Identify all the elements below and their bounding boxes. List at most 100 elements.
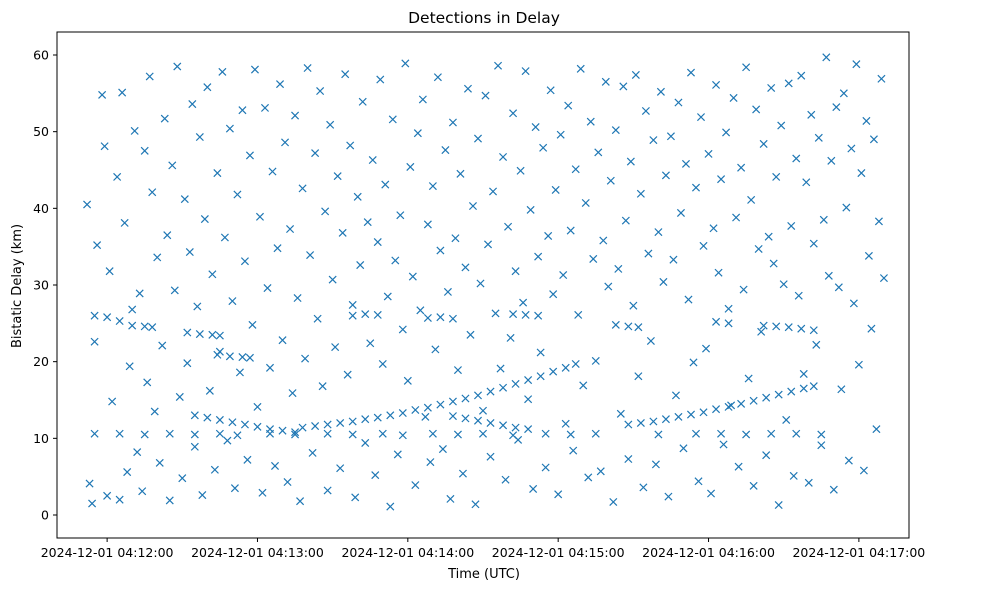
data-point-x-marker <box>649 136 658 145</box>
data-point-x-marker <box>291 111 300 120</box>
data-point-x-marker <box>466 330 475 339</box>
data-point-x-marker <box>491 309 500 318</box>
data-point-x-marker <box>561 363 570 372</box>
data-point-x-marker <box>559 271 568 280</box>
data-point-x-marker <box>240 420 249 429</box>
data-point-x-marker <box>792 429 801 438</box>
data-point-x-marker <box>707 489 716 498</box>
data-point-x-marker <box>524 376 533 385</box>
data-point-x-marker <box>163 231 172 240</box>
data-point-x-marker <box>499 152 508 161</box>
data-point-x-marker <box>323 429 332 438</box>
data-point-x-marker <box>351 493 360 502</box>
data-point-x-marker <box>198 491 207 500</box>
y-tick-label: 30 <box>33 278 49 293</box>
data-point-x-marker <box>423 220 432 229</box>
data-point-x-marker <box>782 415 791 424</box>
data-point-x-marker <box>193 302 202 311</box>
data-point-x-marker <box>333 172 342 181</box>
data-point-x-marker <box>263 284 272 293</box>
data-point-x-marker <box>737 163 746 172</box>
data-point-x-marker <box>772 172 781 181</box>
data-point-x-marker <box>223 436 232 445</box>
data-point-x-marker <box>448 118 457 127</box>
data-point-x-marker <box>265 429 275 438</box>
data-point-x-marker <box>230 484 239 493</box>
data-point-x-marker <box>554 490 563 499</box>
data-point-x-marker <box>616 409 625 418</box>
series-track-flat-9 <box>759 321 818 335</box>
data-point-x-marker <box>591 429 600 438</box>
data-point-x-marker <box>398 431 407 440</box>
data-point-x-marker <box>281 138 290 147</box>
data-point-x-marker <box>659 277 668 286</box>
data-point-x-marker <box>787 387 796 396</box>
data-point-x-marker <box>531 123 540 132</box>
data-point-x-marker <box>98 90 107 99</box>
data-point-x-marker <box>501 475 510 484</box>
data-point-x-marker <box>486 418 495 428</box>
data-point-x-marker <box>371 471 380 480</box>
data-point-x-marker <box>619 82 628 91</box>
data-point-x-marker <box>534 252 543 261</box>
data-point-x-marker <box>398 325 407 334</box>
data-point-x-marker <box>278 426 287 435</box>
data-point-x-marker <box>468 202 478 211</box>
data-point-x-marker <box>258 488 267 497</box>
data-point-x-marker <box>784 323 793 332</box>
data-point-x-marker <box>624 420 633 429</box>
data-point-x-marker <box>273 244 282 253</box>
data-point-x-marker <box>524 425 533 434</box>
data-point-x-marker <box>639 483 648 492</box>
data-point-x-marker <box>265 363 275 372</box>
data-point-x-marker <box>291 428 300 437</box>
data-point-x-marker <box>684 295 693 304</box>
data-point-x-marker <box>373 413 382 422</box>
data-point-x-marker <box>799 384 808 393</box>
series-track-flat-5 <box>423 313 457 323</box>
x-tick-label: 2024-12-01 04:13:00 <box>191 545 324 560</box>
data-point-x-marker <box>483 240 493 249</box>
data-point-x-marker <box>634 372 643 381</box>
data-point-x-marker <box>463 84 472 93</box>
data-point-x-marker <box>103 491 112 500</box>
data-point-x-marker <box>752 105 761 114</box>
data-point-x-marker <box>604 282 613 291</box>
data-point-x-marker <box>456 169 465 178</box>
data-point-x-marker <box>386 502 395 511</box>
data-point-x-marker <box>809 382 818 391</box>
data-point-x-marker <box>288 389 297 398</box>
data-point-x-marker <box>744 374 753 383</box>
data-point-x-marker <box>183 328 192 337</box>
data-point-x-marker <box>448 314 457 323</box>
data-point-x-marker <box>549 367 558 376</box>
data-point-x-marker <box>283 478 292 487</box>
data-point-x-marker <box>215 415 224 424</box>
data-point-x-marker <box>839 89 848 98</box>
data-point-x-marker <box>686 410 696 419</box>
data-point-x-marker <box>712 405 721 414</box>
data-point-x-marker <box>275 80 285 89</box>
data-point-x-marker <box>606 176 615 185</box>
data-point-x-marker <box>213 169 222 178</box>
data-point-x-marker <box>689 358 698 367</box>
data-point-x-marker <box>108 397 117 406</box>
series-track-flat-2 <box>183 328 224 340</box>
data-point-x-marker <box>103 313 112 322</box>
data-point-x-marker <box>135 289 144 298</box>
data-point-x-marker <box>797 71 806 80</box>
data-point-x-marker <box>674 412 683 421</box>
data-point-x-marker <box>361 415 370 424</box>
data-point-x-marker <box>824 271 833 280</box>
data-point-x-marker <box>869 135 878 144</box>
data-point-x-marker <box>448 397 457 406</box>
data-point-x-marker <box>210 465 219 474</box>
data-point-x-marker <box>358 97 367 106</box>
data-point-x-marker <box>303 64 312 73</box>
data-point-x-marker <box>215 347 224 356</box>
data-point-x-marker <box>88 499 97 508</box>
data-point-x-marker <box>762 393 771 402</box>
data-point-x-marker <box>842 203 851 212</box>
y-tick-label: 40 <box>33 201 49 216</box>
